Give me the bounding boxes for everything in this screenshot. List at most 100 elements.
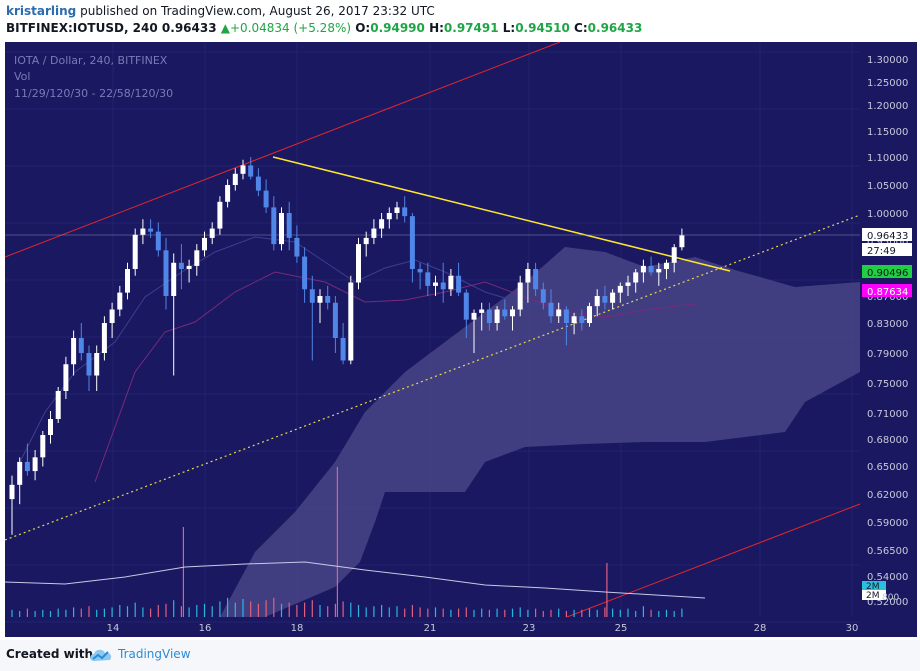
candle (194, 244, 200, 276)
price-tag-bg (862, 243, 912, 256)
candle (40, 431, 46, 467)
candle-body (486, 309, 492, 323)
candle-body (664, 262, 669, 269)
candle-body (163, 250, 169, 296)
candle (433, 275, 438, 296)
candle (125, 262, 130, 300)
time-tick-label: 16 (199, 623, 212, 634)
candle (109, 302, 115, 338)
price-axis-background (860, 42, 917, 617)
legend-line1: IOTA / Dollar, 240, BITFINEX (14, 54, 168, 67)
candle-body (448, 275, 454, 290)
chart-legend: IOTA / Dollar, 240, BITFINEX Vol 11/29/120… (14, 54, 173, 100)
candle (294, 225, 300, 263)
candle-body (671, 247, 677, 263)
candle (587, 302, 592, 327)
volume-label-bg (862, 581, 886, 591)
candle (317, 289, 323, 323)
candle (178, 244, 184, 290)
candle-body (263, 190, 269, 208)
price-tag-text: 27:49 (867, 246, 896, 257)
candle-body (140, 228, 146, 235)
low-label: L: (502, 21, 516, 35)
candle-body (71, 338, 77, 365)
candle-body (325, 296, 331, 303)
candle (86, 345, 92, 391)
candle (48, 411, 53, 444)
candle (140, 219, 146, 245)
candle (232, 168, 238, 191)
candle (63, 356, 69, 399)
price-tick-label: 1.30000 (867, 55, 908, 66)
volume-bars (11, 467, 683, 617)
price-tick-label: 0.95000 (867, 237, 908, 248)
candle (248, 157, 254, 180)
price-tick-label: 0.87000 (867, 292, 908, 303)
price-tick-label: 0.83000 (867, 319, 908, 330)
candles (9, 157, 685, 535)
candle (571, 312, 577, 335)
legend-line2: Vol (14, 70, 30, 83)
time-tick-label: 18 (291, 623, 304, 634)
candle (610, 289, 616, 310)
candle (417, 262, 423, 290)
chart-area[interactable]: 1.30000 1.25000 1.20000 1.15000 1.10000 1.050… (5, 42, 917, 637)
symbol-header: BITFINEX:IOTUSD, 240 0.96433 ▲+0.04834 (… (6, 21, 642, 35)
time-tick-label: 28 (754, 623, 767, 634)
candle (279, 207, 284, 251)
candle-body (101, 323, 107, 353)
candle-body (240, 165, 246, 174)
candle (656, 262, 662, 286)
time-tick-label: 21 (424, 623, 437, 634)
price-tag-bg (862, 265, 912, 278)
channel-bottom (566, 503, 861, 618)
candle-body (78, 338, 84, 353)
candle-body (94, 353, 100, 376)
resistance-trendline (272, 156, 731, 272)
candle-body (17, 461, 23, 485)
price-chart[interactable]: 1.30000 1.25000 1.20000 1.15000 1.10000 1.050… (5, 42, 917, 637)
candle (517, 275, 523, 317)
author-link[interactable]: kristarling (6, 4, 77, 18)
candle-body (417, 269, 423, 273)
candle-body (178, 262, 184, 269)
candle (202, 231, 207, 257)
candle-body (548, 302, 554, 317)
candle-body (579, 316, 585, 323)
candle (633, 269, 639, 293)
close-value: 0.96433 (587, 21, 643, 35)
candle (348, 275, 354, 365)
candle-body (602, 296, 608, 303)
candle-body (633, 272, 639, 283)
candle (679, 228, 685, 251)
candle-body (494, 309, 500, 323)
candle-body (40, 435, 46, 458)
candle-body (317, 296, 323, 303)
candle-body (109, 309, 115, 323)
candle (402, 196, 408, 223)
candle (463, 289, 469, 338)
candle (640, 259, 646, 283)
candle-body (294, 237, 300, 257)
candle (255, 168, 261, 197)
candle (209, 222, 215, 245)
candle-body (125, 269, 130, 293)
candle (78, 323, 84, 361)
tradingview-cloud-icon (90, 649, 112, 661)
tradingview-link[interactable]: TradingView (118, 647, 191, 661)
candle (548, 289, 554, 323)
candle (101, 316, 107, 361)
volume-label-text: 800 (882, 593, 899, 603)
symbol-name: BITFINEX:IOTUSD, 240 (6, 21, 158, 35)
candle (225, 179, 231, 208)
candle (302, 247, 308, 303)
candle (664, 259, 669, 280)
candle-body (440, 282, 446, 290)
open-value: 0.94990 (370, 21, 425, 35)
volume-label: 800 (882, 593, 899, 603)
candle-body (332, 302, 338, 338)
candle-body (510, 309, 515, 317)
candle (379, 213, 385, 238)
candle-body (209, 228, 215, 238)
candle (540, 282, 546, 310)
